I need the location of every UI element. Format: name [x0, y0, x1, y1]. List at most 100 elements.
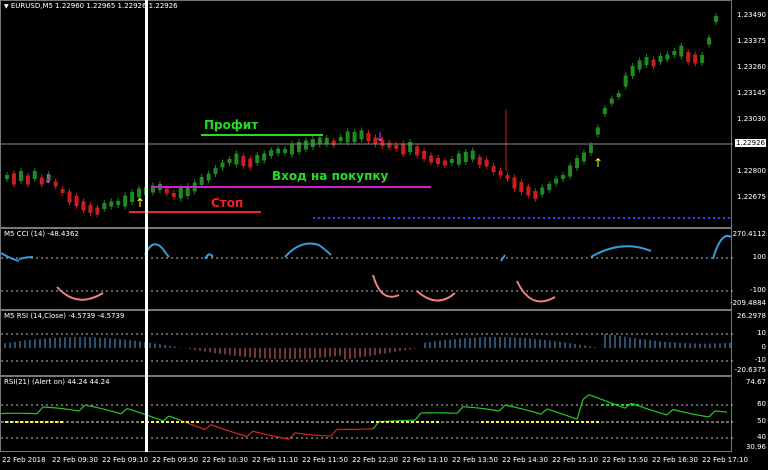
- candle-body: [394, 145, 399, 149]
- rsi-line-segment: [678, 410, 686, 414]
- rsi-line-segment: [138, 411, 146, 415]
- alert-dot: [30, 421, 33, 423]
- price-chart-pane[interactable]: ↓ ↑ ↓ ↑ ▼ EURUSD,M5 1.22960 1.22965 1.22926…: [0, 0, 733, 228]
- rsi-line-segment: [528, 410, 536, 413]
- alert-dot: [406, 421, 409, 423]
- candle-body: [303, 140, 308, 150]
- buy-arrow-icon: ↑: [135, 196, 145, 210]
- alert-dot: [35, 421, 38, 423]
- candle-body: [359, 130, 364, 140]
- alert-dot: [571, 421, 574, 423]
- alert-dot: [161, 421, 164, 423]
- candle-body: [296, 142, 301, 152]
- candle-body: [422, 151, 427, 159]
- candle-body: [644, 57, 649, 65]
- alert-dot: [496, 421, 499, 423]
- rsi-alert-pane-title: RSI(21) (Alert on) 44.24 44.24: [4, 378, 110, 386]
- alert-dot: [561, 421, 564, 423]
- alert-dot: [536, 421, 539, 423]
- rsi-line-segment: [168, 415, 176, 419]
- rsi-line-segment: [666, 409, 674, 416]
- candle-body: [199, 177, 204, 185]
- candle-body: [470, 150, 475, 160]
- cci-tick: -209.4884: [730, 299, 766, 307]
- rsi-alert-pane[interactable]: RSI(21) (Alert on) 44.24 44.24: [0, 376, 733, 452]
- rsi-line-segment: [708, 410, 716, 418]
- alert-dot: [551, 421, 554, 423]
- alert-dot: [186, 421, 189, 423]
- alert-dot: [616, 404, 619, 406]
- candle-body: [679, 45, 684, 57]
- alert-dot: [411, 421, 414, 423]
- rsi-line-segment: [150, 415, 158, 420]
- time-tick: 22 Feb 09:30: [52, 456, 98, 464]
- time-axis[interactable]: 22 Feb 2018 22 Feb 09:30 22 Feb 09:10 22…: [0, 452, 768, 470]
- rsi-line-segment: [486, 408, 494, 411]
- candle-body: [213, 168, 218, 174]
- candle-body: [290, 143, 295, 155]
- candle-body: [74, 196, 79, 206]
- alert-dot: [141, 421, 144, 423]
- cci-up-segment: [590, 245, 652, 258]
- rsi-line-segment: [510, 405, 518, 409]
- vertical-cursor-line[interactable]: [145, 0, 148, 452]
- candle-body: [581, 152, 586, 162]
- candle-body: [255, 155, 260, 163]
- time-tick: 22 Feb 11:10: [252, 456, 298, 464]
- alert-dot: [486, 421, 489, 423]
- candle-body: [477, 157, 482, 165]
- cci-down-segment: [372, 274, 400, 298]
- candle-body: [602, 108, 607, 114]
- rsi-line-segment: [192, 424, 200, 428]
- candle-body: [234, 153, 239, 165]
- alert-dot: [166, 421, 169, 423]
- candle-body: [442, 160, 447, 166]
- alert-dot: [431, 421, 434, 423]
- rsi-line-segment: [414, 412, 422, 421]
- price-scale[interactable]: 1.23490 1.23375 1.23260 1.23145 1.23030 …: [733, 0, 768, 228]
- profit-label: Профит: [204, 118, 259, 132]
- candle-body: [435, 158, 440, 164]
- cci-up-segment: [500, 254, 506, 262]
- rsi-line-segment: [684, 411, 692, 415]
- rsi-line-segment: [288, 432, 296, 440]
- rsi-line-segment: [300, 433, 308, 435]
- alert-dot: [176, 421, 179, 423]
- alert-dot: [426, 421, 429, 423]
- candle-body: [623, 75, 628, 87]
- rsi-line-segment: [576, 399, 584, 420]
- rsi-hist-scale[interactable]: 26.2978 10 0 -10 -20.6375: [733, 310, 768, 376]
- candle-body: [658, 56, 663, 62]
- candle-body: [491, 166, 496, 172]
- cci-tick: 100: [752, 253, 766, 261]
- rsi-line-segment: [228, 430, 236, 434]
- alert-dot: [566, 421, 569, 423]
- alert-dot: [391, 421, 394, 423]
- cci-up-segment: [712, 235, 732, 260]
- rsi-line-segment: [564, 414, 572, 418]
- rsi-line-segment: [108, 409, 116, 413]
- candle-body: [408, 142, 413, 152]
- price-tick: 1.23030: [737, 115, 766, 123]
- rsi-line-segment: [570, 416, 578, 420]
- rsi-alert-scale[interactable]: 74.67 60 50 40 30.96: [733, 376, 768, 452]
- rsi-line-segment: [582, 394, 590, 400]
- candle-body: [505, 175, 510, 179]
- candle-body: [554, 178, 559, 184]
- rsi-hist-tick: 26.2978: [737, 312, 766, 320]
- candle-body: [498, 170, 503, 176]
- alert-dot: [436, 421, 439, 423]
- alert-dot: [25, 421, 28, 423]
- time-tick: 22 Feb 2018: [2, 456, 46, 464]
- cci-down-segment: [56, 286, 104, 301]
- cci-pane[interactable]: M5 CCI (14) -48.4362: [0, 228, 733, 310]
- rsi-histogram-pane[interactable]: M5 RSI (14,Close) -4.5739 -4.5739: [0, 310, 733, 376]
- rsi-line-segment: [84, 404, 92, 407]
- sell-arrow-icon: ↓: [375, 130, 385, 144]
- rsi-line-segment: [258, 432, 266, 435]
- cci-scale[interactable]: 270.4112 100 -100 -209.4884: [730, 228, 768, 310]
- rsi-line-segment: [132, 409, 140, 413]
- rsi-line-segment: [498, 404, 506, 412]
- rsi-line-segment: [330, 428, 338, 437]
- alert-dot: [601, 404, 604, 406]
